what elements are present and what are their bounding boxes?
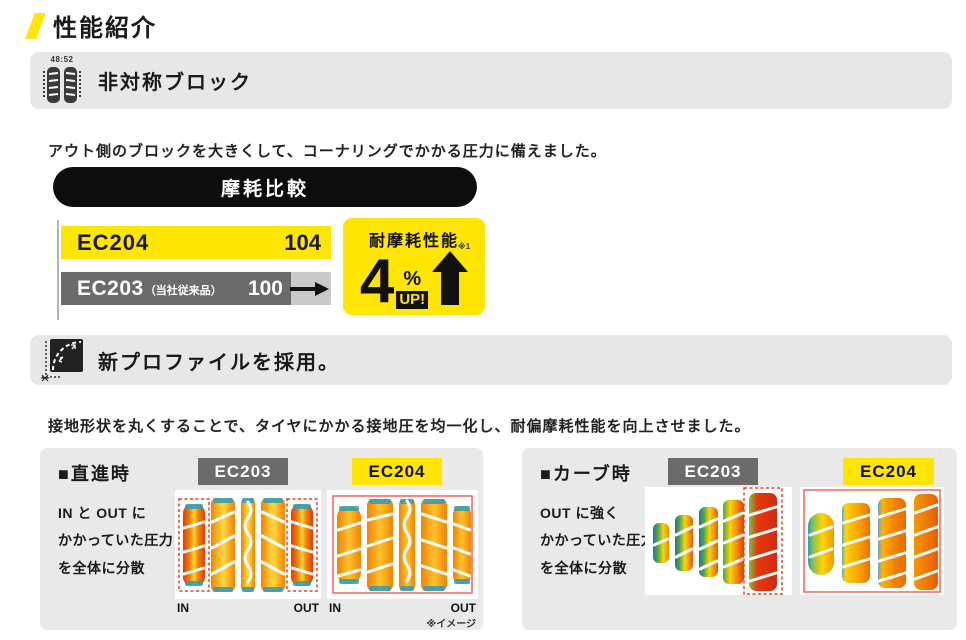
wear-comparison-pill: 摩耗比較	[53, 167, 477, 207]
image-disclaimer: ※イメージ	[426, 619, 476, 630]
panel2-title: ■カーブ時	[540, 464, 632, 484]
bar-ec203-sublabel: （当社従来品）	[144, 284, 222, 297]
panel1-ec203-io-labels: IN OUT	[177, 601, 319, 615]
badge-footnote: ※1	[457, 242, 471, 251]
panel-straight-driving: ■直進時 EC203 EC204 IN と OUT に かかっていた圧力 を全体…	[40, 448, 483, 630]
section2-body-text: 接地形状を丸くすることで、タイヤにかかる接地圧を均一化し、耐偏摩耗性能を向上させ…	[48, 418, 751, 435]
bar-ec203-fill: EC203 （当社従来品） 100	[61, 272, 291, 305]
panel1-description: IN と OUT に かかっていた圧力 を全体に分散	[58, 505, 174, 576]
tread-ratio-label: 48:52	[50, 55, 74, 64]
bar-ec204-value: 104	[284, 229, 321, 255]
badge-title: 耐摩耗性能	[368, 233, 459, 250]
out-label: OUT	[450, 601, 476, 615]
badge-percent-up: % UP!	[396, 267, 429, 309]
section-header-new-profile: 新プロファイルを採用。	[30, 335, 952, 385]
wear-resistance-badge: 耐摩耗性能 4 % UP! ※1	[343, 218, 485, 315]
tire-tread-icon: 48:52	[38, 56, 86, 105]
section-header-asymmetric-block: 48:52 非対称ブロック	[30, 52, 952, 109]
bar-ec203-value: 100	[247, 276, 283, 300]
badge-number: 4	[359, 246, 395, 316]
badge-percent: %	[403, 267, 422, 290]
contact-patch-ec204-curve	[800, 487, 944, 595]
contact-patch-ec203-straight	[175, 490, 321, 599]
wear-comparison-chart: EC204 104 EC203 （当社従来品） 100	[57, 220, 339, 320]
contact-patch-ec203-curve	[645, 487, 792, 595]
page-title: 性能紹介	[25, 8, 157, 43]
bar-ec204: EC204 104	[61, 226, 331, 259]
tire-profile-icon	[38, 337, 86, 383]
tread-glyph	[43, 67, 81, 103]
up-arrow-icon: ※1	[432, 242, 470, 310]
section2-heading: 新プロファイルを採用。	[98, 351, 340, 374]
in-label: IN	[177, 601, 189, 615]
panel1-tag-ec204: EC204	[352, 458, 442, 485]
page-title-text: 性能紹介	[53, 15, 157, 42]
section1-body-text: アウト側のブロックを大きくして、コーナリングでかかる圧力に備えました。	[48, 143, 607, 160]
contact-patch-ec204-straight	[327, 490, 478, 599]
panel1-title: ■直進時	[58, 464, 131, 484]
panel1-tag-ec203: EC203	[198, 458, 288, 485]
yellow-slash-icon	[25, 12, 46, 39]
bar-ec204-label: EC204	[77, 229, 150, 255]
section1-heading: 非対称ブロック	[98, 72, 252, 94]
bar-ec203: EC203 （当社従来品） 100	[61, 272, 331, 305]
panel2-description: OUT に強く かかっていた圧力 を全体に分散	[540, 505, 656, 576]
panel2-tag-ec204: EC204	[843, 458, 934, 485]
right-arrow-icon	[290, 282, 329, 296]
bar-ec203-label: EC203	[77, 276, 144, 300]
in-label: IN	[329, 601, 341, 615]
out-label: OUT	[293, 601, 319, 615]
panel2-tag-ec203: EC203	[668, 458, 758, 485]
panel1-ec204-io-labels: IN OUT	[329, 601, 476, 615]
badge-up-label: UP!	[396, 290, 429, 309]
badge-value-row: 4 % UP! ※1	[359, 242, 470, 316]
panel-cornering: ■カーブ時 EC203 EC204 OUT に強く かかっていた圧力 を全体に分…	[522, 448, 957, 630]
